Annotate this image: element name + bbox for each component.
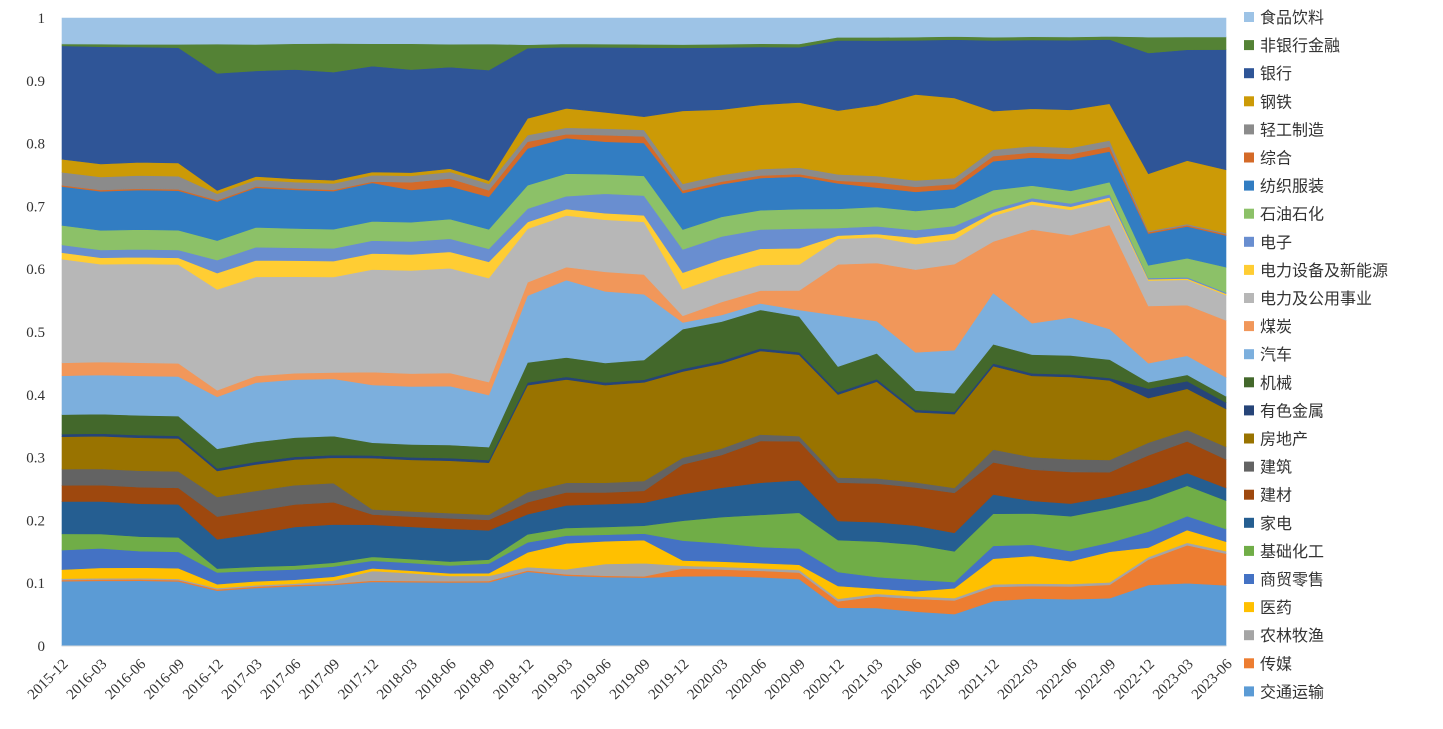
x-tick-label: 2019-06 (568, 656, 615, 703)
x-tick-label: 2022-09 (1073, 656, 1120, 703)
legend-swatch (1244, 152, 1254, 163)
legend-label: 纺织服装 (1260, 177, 1324, 196)
x-tick-label: 2017-03 (219, 656, 266, 703)
legend-label: 钢铁 (1260, 92, 1292, 111)
x-tick-label: 2015-12 (25, 656, 72, 703)
legend-swatch (1244, 293, 1254, 303)
legend-label: 非银行金融 (1260, 36, 1340, 55)
legend-swatch (1244, 40, 1254, 51)
legend: 食品饮料非银行金融银行钢铁轻工制造综合纺织服装石油石化电子电力设备及新能源电力及… (1244, 8, 1388, 701)
y-tick-label: 0.7 (26, 199, 45, 215)
legend-label: 商贸零售 (1260, 570, 1324, 589)
legend-label: 电力设备及新能源 (1260, 261, 1388, 280)
x-tick-label: 2016-09 (141, 656, 188, 703)
legend-swatch (1244, 208, 1254, 219)
x-tick-label: 2020-03 (685, 656, 732, 703)
legend-label: 医药 (1260, 598, 1292, 617)
legend-label: 传媒 (1260, 654, 1292, 673)
legend-swatch (1244, 12, 1254, 22)
legend-swatch (1244, 433, 1254, 444)
legend-label: 银行 (1260, 64, 1292, 83)
y-tick-label: 1 (38, 11, 46, 27)
legend-label: 房地产 (1260, 430, 1308, 449)
legend-swatch (1244, 574, 1254, 584)
y-tick-label: 0.1 (26, 576, 45, 592)
x-tick-label: 2019-09 (607, 656, 654, 703)
legend-label: 食品饮料 (1260, 8, 1324, 27)
legend-label: 机械 (1260, 373, 1292, 392)
x-tick-label: 2017-12 (335, 656, 382, 703)
legend-label: 家电 (1260, 514, 1292, 533)
legend-label: 电力及公用事业 (1260, 289, 1372, 308)
x-tick-label: 2017-09 (297, 656, 344, 703)
x-tick-label: 2021-12 (956, 656, 1003, 703)
y-tick-label: 0.8 (26, 137, 45, 153)
x-tick-label: 2021-06 (879, 656, 926, 703)
x-tick-label: 2018-06 (413, 656, 460, 703)
y-tick-label: 0 (38, 639, 46, 655)
x-tick-label: 2022-03 (995, 656, 1042, 703)
x-tick-label: 2020-09 (762, 656, 809, 703)
legend-swatch (1244, 321, 1254, 332)
legend-swatch (1244, 180, 1254, 191)
legend-swatch (1244, 349, 1254, 360)
x-tick-label: 2023-06 (1189, 656, 1236, 703)
legend-label: 建材 (1260, 486, 1292, 505)
legend-label: 轻工制造 (1260, 120, 1324, 139)
legend-swatch (1244, 658, 1254, 669)
x-tick-label: 2018-03 (374, 656, 421, 703)
legend-swatch (1244, 68, 1254, 79)
y-tick-label: 0.3 (26, 451, 45, 467)
y-tick-label: 0.6 (26, 262, 45, 278)
legend-swatch (1244, 545, 1254, 556)
legend-swatch (1244, 489, 1254, 500)
x-tick-label: 2016-03 (64, 656, 111, 703)
area-layer (61, 17, 1227, 647)
area-series-24 (61, 17, 1227, 46)
x-tick-label: 2017-06 (258, 656, 305, 703)
legend-label: 电子 (1260, 233, 1292, 252)
x-tick-label: 2018-12 (491, 656, 538, 703)
legend-label: 综合 (1260, 149, 1292, 168)
legend-label: 农林牧渔 (1260, 626, 1324, 645)
legend-label: 汽车 (1260, 345, 1292, 364)
x-tick-label: 2023-03 (1150, 656, 1197, 703)
legend-swatch (1244, 405, 1254, 416)
legend-label: 基础化工 (1260, 542, 1324, 561)
legend-swatch (1244, 517, 1254, 528)
legend-swatch (1244, 236, 1254, 247)
legend-swatch (1244, 96, 1254, 107)
legend-label: 有色金属 (1260, 401, 1324, 420)
y-tick-label: 0.5 (26, 325, 45, 341)
legend-label: 石油石化 (1260, 205, 1324, 224)
x-tick-label: 2021-09 (917, 656, 964, 703)
legend-swatch (1244, 602, 1254, 613)
x-tick-label: 2022-12 (1111, 656, 1158, 703)
legend-swatch (1244, 124, 1254, 135)
x-tick-label: 2021-03 (840, 656, 887, 703)
legend-label: 煤炭 (1260, 317, 1292, 336)
y-tick-label: 0.2 (26, 513, 45, 529)
legend-swatch (1244, 686, 1254, 697)
legend-label: 交通运输 (1260, 682, 1324, 701)
y-tick-label: 0.4 (26, 388, 45, 404)
legend-swatch (1244, 377, 1254, 388)
x-tick-label: 2020-06 (723, 656, 770, 703)
y-tick-label: 0.9 (26, 74, 45, 90)
x-tick-label: 2020-12 (801, 656, 848, 703)
legend-label: 建筑 (1260, 458, 1292, 477)
legend-swatch (1244, 264, 1254, 275)
x-tick-label: 2016-12 (180, 656, 227, 703)
x-tick-label: 2022-06 (1034, 656, 1081, 703)
x-tick-label: 2019-12 (646, 656, 693, 703)
legend-swatch (1244, 630, 1254, 641)
x-tick-label: 2018-09 (452, 656, 499, 703)
x-tick-label: 2019-03 (529, 656, 576, 703)
x-tick-label: 2016-06 (103, 656, 150, 703)
legend-swatch (1244, 461, 1254, 472)
